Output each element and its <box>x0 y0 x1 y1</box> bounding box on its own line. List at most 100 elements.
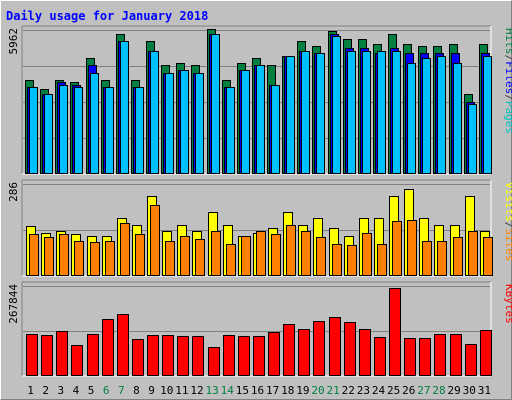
bar-kbytes-day-9 <box>147 335 159 376</box>
bar-sites-day-3 <box>59 234 69 276</box>
day-label-27: 27 <box>417 384 430 397</box>
bar-sites-day-21 <box>332 244 342 276</box>
bar-pages-day-1 <box>29 87 38 174</box>
panel-visits-sites: 286 Visits/Sites <box>7 179 512 277</box>
bar-pages-day-23 <box>362 51 371 174</box>
series-legend: Visits/Sites <box>503 182 512 262</box>
bar-pages-day-21 <box>332 36 341 174</box>
day-label-7: 7 <box>118 384 125 397</box>
bar-pages-day-9 <box>150 51 159 174</box>
bar-kbytes-day-25 <box>389 288 401 376</box>
bar-kbytes-day-31 <box>480 330 492 376</box>
legend-visits: Visits <box>503 182 512 222</box>
bar-kbytes-day-30 <box>465 344 477 376</box>
bar-sites-day-14 <box>226 244 236 276</box>
day-label-17: 17 <box>266 384 279 397</box>
day-label-8: 8 <box>133 384 140 397</box>
bar-kbytes-day-8 <box>132 339 144 376</box>
bar-kbytes-day-18 <box>283 324 295 376</box>
bar-kbytes-day-7 <box>117 314 129 376</box>
day-label-21: 21 <box>327 384 340 397</box>
legend-sites: Sites <box>503 228 512 261</box>
bar-sites-day-24 <box>377 244 387 276</box>
bar-kbytes-day-10 <box>162 335 174 376</box>
legend-hits: Hits <box>503 28 512 55</box>
bar-kbytes-day-24 <box>374 337 386 376</box>
bar-pages-day-6 <box>105 87 114 174</box>
bar-pages-day-27 <box>422 58 431 174</box>
bar-sites-day-22 <box>347 245 357 276</box>
day-label-9: 9 <box>148 384 155 397</box>
day-label-14: 14 <box>221 384 235 397</box>
bar-sites-day-10 <box>165 241 175 276</box>
bar-kbytes-day-1 <box>26 334 38 376</box>
bar-pages-day-24 <box>377 51 386 174</box>
bar-sites-day-2 <box>44 237 54 276</box>
day-label-3: 3 <box>58 384 65 397</box>
bar-sites-day-9 <box>150 205 160 276</box>
bar-pages-day-26 <box>407 63 416 174</box>
legend-separator: / <box>503 222 512 229</box>
bar-kbytes-day-13 <box>208 347 220 376</box>
bar-pages-day-8 <box>135 87 144 174</box>
bar-pages-day-10 <box>165 73 174 174</box>
day-label-18: 18 <box>281 384 294 397</box>
day-label-28: 28 <box>432 384 445 397</box>
bar-kbytes-day-12 <box>192 336 204 376</box>
bar-sites-day-30 <box>468 231 478 276</box>
bar-pages-day-18 <box>286 56 295 174</box>
day-label-16: 16 <box>251 384 264 397</box>
y-max-label: 5962 <box>7 28 20 55</box>
bar-pages-day-30 <box>468 104 477 174</box>
bar-sites-day-7 <box>120 223 130 276</box>
bar-sites-day-16 <box>256 231 266 276</box>
bar-sites-day-15 <box>241 236 251 276</box>
day-label-25: 25 <box>387 384 400 397</box>
bar-pages-day-22 <box>347 51 356 174</box>
bar-sites-day-23 <box>362 233 372 276</box>
day-label-5: 5 <box>88 384 95 397</box>
bar-sites-day-28 <box>437 241 447 276</box>
bar-pages-day-7 <box>120 41 129 174</box>
day-label-15: 15 <box>236 384 249 397</box>
day-label-24: 24 <box>372 384 386 397</box>
bar-sites-day-27 <box>422 241 432 276</box>
day-label-31: 31 <box>478 384 491 397</box>
day-label-2: 2 <box>42 384 49 397</box>
bar-pages-day-2 <box>44 94 53 174</box>
day-label-26: 26 <box>402 384 415 397</box>
bar-sites-day-29 <box>453 237 463 276</box>
bar-sites-day-31 <box>483 237 493 276</box>
series-pages <box>29 34 492 174</box>
day-label-10: 10 <box>160 384 173 397</box>
legend-files: Files <box>503 61 512 94</box>
bar-sites-day-12 <box>195 239 205 276</box>
day-label-19: 19 <box>296 384 309 397</box>
bar-pages-day-19 <box>301 51 310 174</box>
series-legend: KBytes <box>503 284 512 324</box>
day-label-4: 4 <box>73 384 80 397</box>
bar-kbytes-day-5 <box>87 334 99 376</box>
bar-sites-day-1 <box>29 234 39 276</box>
series-legend: Hits/Files/Pages <box>503 28 512 134</box>
bar-pages-day-13 <box>211 34 220 174</box>
bar-sites-day-18 <box>286 225 296 276</box>
day-label-1: 1 <box>27 384 34 397</box>
bar-pages-day-16 <box>256 65 265 174</box>
bar-sites-day-8 <box>135 234 145 276</box>
day-label-29: 29 <box>448 384 461 397</box>
bar-pages-day-11 <box>180 70 189 174</box>
bar-kbytes-day-15 <box>238 336 250 376</box>
bar-pages-day-4 <box>74 87 83 174</box>
bar-sites-day-20 <box>316 237 326 276</box>
day-label-11: 11 <box>175 384 188 397</box>
y-max-label: 267844 <box>7 284 20 324</box>
bar-sites-day-13 <box>211 231 221 276</box>
bar-pages-day-17 <box>271 85 280 174</box>
day-labels: 1 2 3 4 5 6 7 8 9 10 11 12 13 14 15 16 17 18 19 20 21 22 23 24 2… <box>27 384 491 397</box>
day-label-6: 6 <box>103 384 110 397</box>
bar-kbytes-day-14 <box>223 335 235 376</box>
y-max-label: 286 <box>7 182 20 202</box>
bar-kbytes-day-4 <box>71 345 83 376</box>
